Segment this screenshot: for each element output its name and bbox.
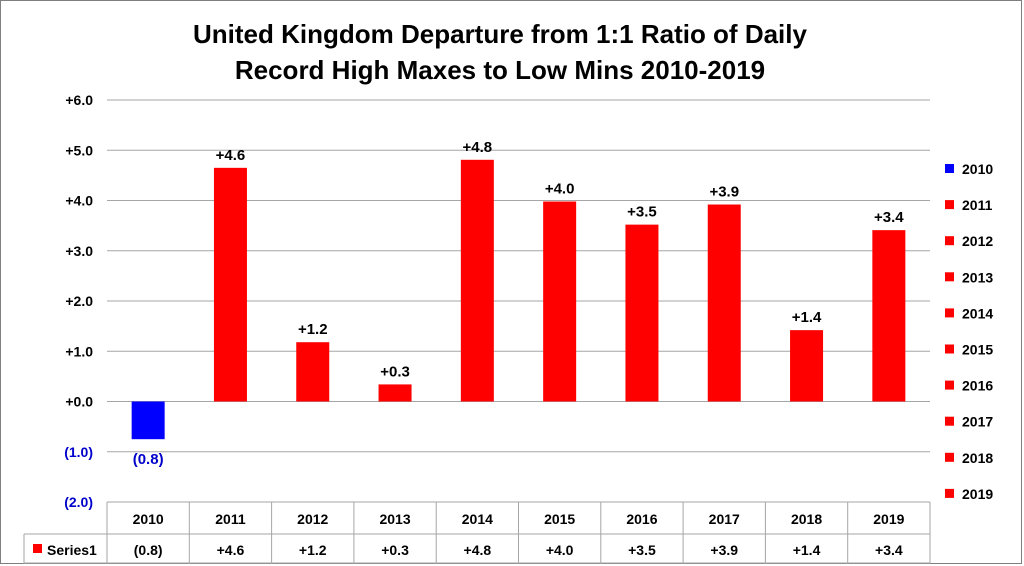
table-cell: +4.8	[464, 542, 492, 558]
table-cell: +3.5	[628, 542, 656, 558]
y-tick-label: +0.0	[65, 394, 93, 410]
data-label: +0.3	[380, 363, 410, 380]
x-tick-label: 2017	[709, 511, 740, 527]
x-tick-label: 2012	[297, 511, 328, 527]
table-cell: +3.4	[875, 542, 903, 558]
data-label: +1.4	[792, 309, 822, 326]
x-tick-label: 2010	[133, 511, 164, 527]
legend-entry: 2018	[962, 450, 993, 466]
bar	[460, 159, 494, 402]
bar	[131, 401, 165, 440]
y-tick-label: (1.0)	[64, 444, 93, 460]
table-series-marker	[33, 544, 42, 553]
legend-swatch	[945, 380, 954, 390]
x-tick-label: 2019	[873, 511, 904, 527]
chart-title-line2: Record High Maxes to Low Mins 2010-2019	[234, 55, 766, 85]
legend-swatch	[945, 200, 954, 210]
legend-swatch	[945, 236, 954, 246]
bar	[625, 224, 659, 402]
legend-entry: 2010	[962, 161, 993, 177]
bar	[790, 330, 824, 402]
table-cell: +1.4	[793, 542, 821, 558]
legend-swatch	[945, 272, 954, 282]
table-cell: +3.9	[710, 542, 738, 558]
legend-entry: 2013	[962, 269, 993, 285]
y-tick-label: +3.0	[65, 243, 93, 259]
chart-title-line1: United Kingdom Departure from 1:1 Ratio …	[193, 19, 807, 49]
bar	[872, 230, 906, 402]
legend-entry: 2014	[962, 305, 993, 321]
x-tick-label: 2016	[626, 511, 657, 527]
legend-swatch	[945, 452, 954, 462]
data-label: +4.8	[463, 139, 493, 156]
bar	[543, 201, 577, 402]
data-label: (0.8)	[133, 451, 164, 468]
legend-entry: 2015	[962, 342, 993, 358]
x-tick-label: 2018	[791, 511, 822, 527]
x-tick-label: 2015	[544, 511, 575, 527]
legend-swatch	[945, 308, 954, 318]
x-tick-label: 2011	[215, 511, 246, 527]
y-tick-label: +1.0	[65, 343, 93, 359]
legend-swatch	[945, 164, 954, 173]
bar	[296, 342, 330, 402]
bar	[378, 384, 412, 402]
legend-entry: 2012	[962, 233, 993, 249]
chart-title: United Kingdom Departure from 1:1 Ratio …	[160, 16, 840, 88]
y-tick-label: +5.0	[65, 142, 93, 158]
table-cell: +0.3	[381, 542, 409, 558]
bar	[707, 204, 741, 402]
x-tick-label: 2014	[462, 511, 493, 527]
legend-entry: 2019	[962, 486, 993, 502]
data-label: +3.9	[709, 184, 739, 201]
data-label: +4.6	[216, 147, 246, 164]
y-tick-label: +6.0	[65, 92, 93, 108]
legend-swatch	[945, 416, 954, 426]
table-row-label: Series1	[47, 542, 97, 558]
y-tick-label: +4.0	[65, 193, 93, 209]
legend-swatch	[945, 344, 954, 354]
data-label: +3.5	[627, 204, 657, 221]
data-label: +3.4	[874, 209, 904, 226]
data-label: +4.0	[545, 181, 575, 198]
table-cell: +4.0	[546, 542, 574, 558]
table-cell: +4.6	[217, 542, 245, 558]
legend-entry: 2017	[962, 414, 993, 430]
table-cell: (0.8)	[134, 542, 163, 558]
legend-entry: 2011	[962, 197, 993, 213]
data-label: +1.2	[298, 321, 328, 338]
x-tick-label: 2013	[379, 511, 410, 527]
y-tick-label: (2.0)	[64, 494, 93, 510]
y-tick-label: +2.0	[65, 293, 93, 309]
legend-entry: 2016	[962, 378, 993, 394]
table-cell: +1.2	[299, 542, 327, 558]
bar	[213, 167, 247, 402]
legend-swatch	[945, 488, 954, 498]
